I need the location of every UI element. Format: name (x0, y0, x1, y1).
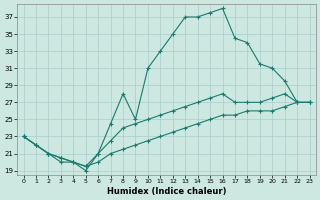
X-axis label: Humidex (Indice chaleur): Humidex (Indice chaleur) (107, 187, 226, 196)
